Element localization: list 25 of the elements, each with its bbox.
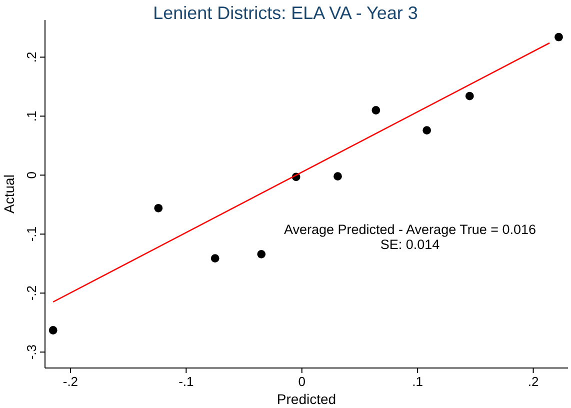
x-tick-label: 0 bbox=[298, 374, 306, 389]
y-tick-label: -.2 bbox=[24, 286, 39, 301]
point bbox=[210, 254, 220, 262]
x-tick-label: -.1 bbox=[178, 374, 194, 389]
annotation: SE: 0.014 bbox=[380, 237, 440, 252]
point bbox=[372, 106, 380, 114]
x-tick-label: -.2 bbox=[62, 374, 78, 389]
point bbox=[465, 92, 474, 100]
y-tick-label: .1 bbox=[24, 110, 39, 122]
y-tick-label: -.3 bbox=[24, 344, 39, 360]
annotation: Average Predicted - Average True = 0.016 bbox=[284, 222, 536, 237]
x-tick-label: .2 bbox=[528, 374, 539, 389]
point bbox=[257, 250, 266, 258]
y-tick-label: .2 bbox=[24, 52, 39, 63]
y-tick-label: -.1 bbox=[24, 226, 39, 242]
point bbox=[154, 204, 163, 212]
point bbox=[422, 126, 432, 134]
x-tick-label: .1 bbox=[412, 374, 423, 389]
y-axis-title: Actual bbox=[1, 174, 17, 214]
point bbox=[48, 326, 58, 334]
x-axis-title: Predicted bbox=[276, 391, 336, 407]
y-tick-label: 0 bbox=[24, 172, 39, 179]
point bbox=[554, 32, 563, 42]
chart-title: Lenient Districts: ELA VA - Year 3 bbox=[153, 3, 418, 23]
point bbox=[334, 172, 342, 181]
